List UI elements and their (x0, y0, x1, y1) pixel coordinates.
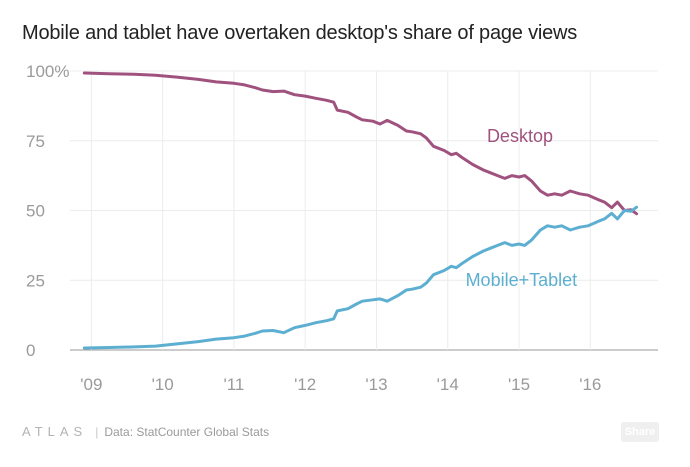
series-label-mobile-tablet: Mobile+Tablet (466, 270, 578, 290)
footer-separator: | (95, 424, 99, 439)
y-tick-label: 0 (26, 341, 35, 360)
footer: ATLAS | Data: StatCounter Global Stats (22, 424, 269, 439)
x-tick-label: '10 (152, 375, 174, 394)
x-tick-label: '14 (437, 375, 459, 394)
y-tick-label: 50 (26, 202, 45, 221)
x-axis-ticks: '09 '10 '11 '12 '13 '14 '15 '16 (80, 375, 601, 394)
x-tick-label: '11 (223, 375, 244, 394)
grid-lines (70, 70, 658, 351)
x-tick-label: '15 (508, 375, 530, 394)
series-line-mobile-tablet (82, 205, 639, 350)
series-labels: Desktop Mobile+Tablet (466, 126, 578, 290)
series-lines (82, 71, 639, 350)
x-tick-label: '13 (365, 375, 387, 394)
line-chart: '09 '10 '11 '12 '13 '14 '15 '16 0 25 50 75 100% Des… (26, 62, 658, 394)
series-label-desktop: Desktop (487, 126, 553, 146)
y-tick-label: 100% (26, 62, 69, 81)
y-tick-label: 25 (26, 271, 45, 290)
atlas-logo[interactable]: ATLAS (22, 424, 88, 439)
series-line-desktop (82, 71, 639, 216)
y-tick-label: 75 (26, 132, 45, 151)
data-source: Data: StatCounter Global Stats (104, 424, 270, 439)
x-tick-label: '16 (579, 375, 601, 394)
y-axis-ticks: 0 25 50 75 100% (26, 62, 69, 360)
x-tick-label: '12 (294, 375, 316, 394)
x-tick-label: '09 (80, 375, 102, 394)
chart-title: Mobile and tablet have overtaken desktop… (22, 22, 578, 44)
share-button[interactable]: Share (621, 422, 659, 442)
